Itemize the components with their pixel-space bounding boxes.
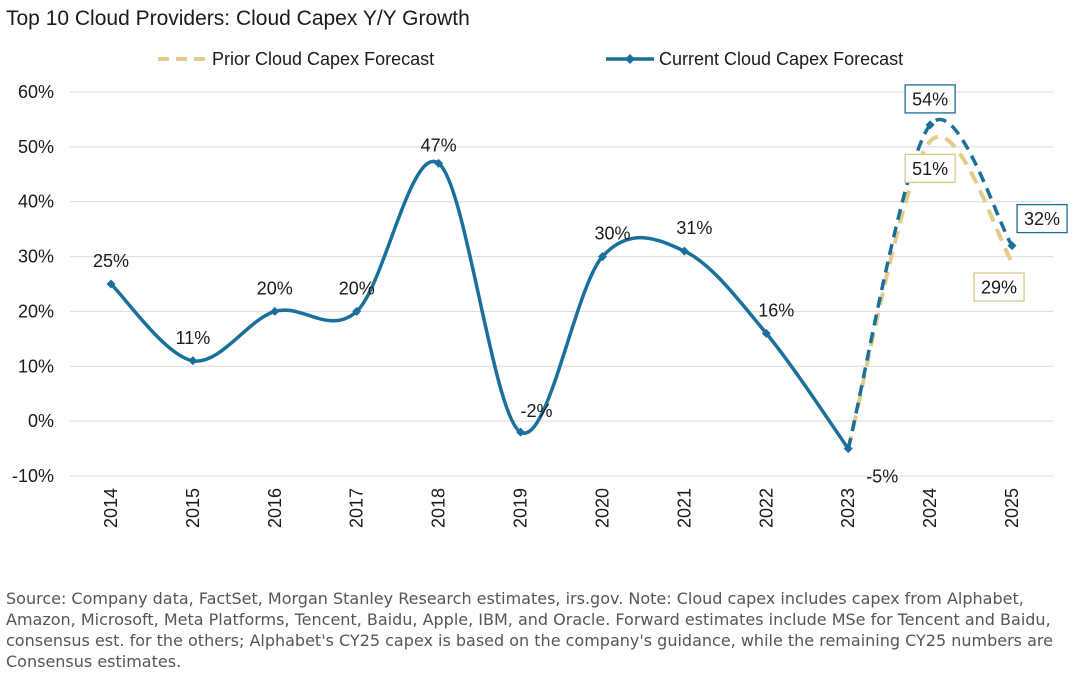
y-tick-label: 20% <box>18 301 54 321</box>
data-label: 20% <box>257 278 293 298</box>
series-line-prior <box>846 134 1014 450</box>
data-point-current <box>434 158 444 168</box>
x-tick-label: 2023 <box>838 488 858 528</box>
y-tick-label: 40% <box>18 192 54 212</box>
data-labels: 25% 11% 20% 20% 47% -2% 30% 31% 16% -5% 54% 32% 51% 2… <box>93 84 1068 487</box>
x-tick-label: 2019 <box>511 488 531 528</box>
data-label: -5% <box>866 467 898 487</box>
data-point-current <box>1007 241 1017 251</box>
data-label-current-2025-box <box>1016 203 1068 234</box>
x-tick-label: 2017 <box>347 488 367 528</box>
data-point-current <box>106 279 116 289</box>
data-label-current-2024: 54% <box>912 89 948 109</box>
data-point-current <box>352 306 362 316</box>
y-tick-label: 60% <box>18 82 54 102</box>
data-point-current <box>843 444 853 454</box>
data-point-current <box>597 252 607 262</box>
y-axis: -10% 0% 10% 20% 30% 40% 50% 60% <box>12 82 54 486</box>
y-tick-label: 50% <box>18 137 54 157</box>
data-label: 30% <box>594 224 630 244</box>
x-tick-label: 2015 <box>183 488 203 528</box>
x-tick-label: 2024 <box>920 488 940 528</box>
data-label: 20% <box>339 278 375 298</box>
data-point-current <box>270 306 280 316</box>
data-label: 31% <box>676 218 712 238</box>
legend-label-prior: Prior Cloud Capex Forecast <box>212 49 434 69</box>
series-line-current <box>109 159 850 450</box>
x-tick-label: 2021 <box>674 488 694 528</box>
data-label-prior-2024: 51% <box>912 159 948 179</box>
data-label-prior-2025-box <box>973 272 1025 302</box>
data-label: 47% <box>421 135 457 155</box>
y-tick-label: 30% <box>18 247 54 267</box>
x-tick-label: 2016 <box>265 488 285 528</box>
data-point-current <box>679 246 689 256</box>
source-note: Source: Company data, FactSet, Morgan St… <box>6 589 1053 671</box>
data-point-current <box>188 356 198 366</box>
data-point-current <box>761 328 771 338</box>
x-tick-label: 2022 <box>756 488 776 528</box>
data-label: 16% <box>758 300 794 320</box>
chart: Top 10 Cloud Providers: Cloud Capex Y/Y … <box>6 7 1068 528</box>
data-label: -2% <box>521 401 553 421</box>
x-tick-label: 2018 <box>429 488 449 528</box>
x-tick-label: 2020 <box>592 488 612 528</box>
gridlines <box>70 91 1053 477</box>
y-tick-label: 0% <box>28 411 54 431</box>
legend-marker-current <box>625 54 635 64</box>
data-label-prior-2025: 29% <box>981 278 1017 298</box>
x-tick-label: 2014 <box>101 488 121 528</box>
y-tick-label: 10% <box>18 356 54 376</box>
y-tick-label: -10% <box>12 466 54 486</box>
legend: Prior Cloud Capex Forecast Current Cloud… <box>158 49 903 69</box>
data-point-current <box>925 120 935 130</box>
legend-label-current: Current Cloud Capex Forecast <box>659 49 903 69</box>
data-label-current-2024-box <box>904 84 956 114</box>
data-label-prior-2024-box <box>904 153 956 184</box>
series-line-current-forecast <box>846 117 1014 449</box>
x-axis: 2014 2015 2016 2017 2018 2019 2020 2021 2022 2023… <box>101 488 1022 528</box>
data-label-current-2025: 32% <box>1024 209 1060 229</box>
data-points <box>106 120 1017 454</box>
data-label: 25% <box>93 251 129 271</box>
series-lines <box>109 117 1014 450</box>
data-point-current <box>516 427 526 437</box>
chart-title: Top 10 Cloud Providers: Cloud Capex Y/Y … <box>6 7 470 30</box>
data-label: 11% <box>176 328 211 348</box>
x-tick-label: 2025 <box>1002 488 1022 528</box>
